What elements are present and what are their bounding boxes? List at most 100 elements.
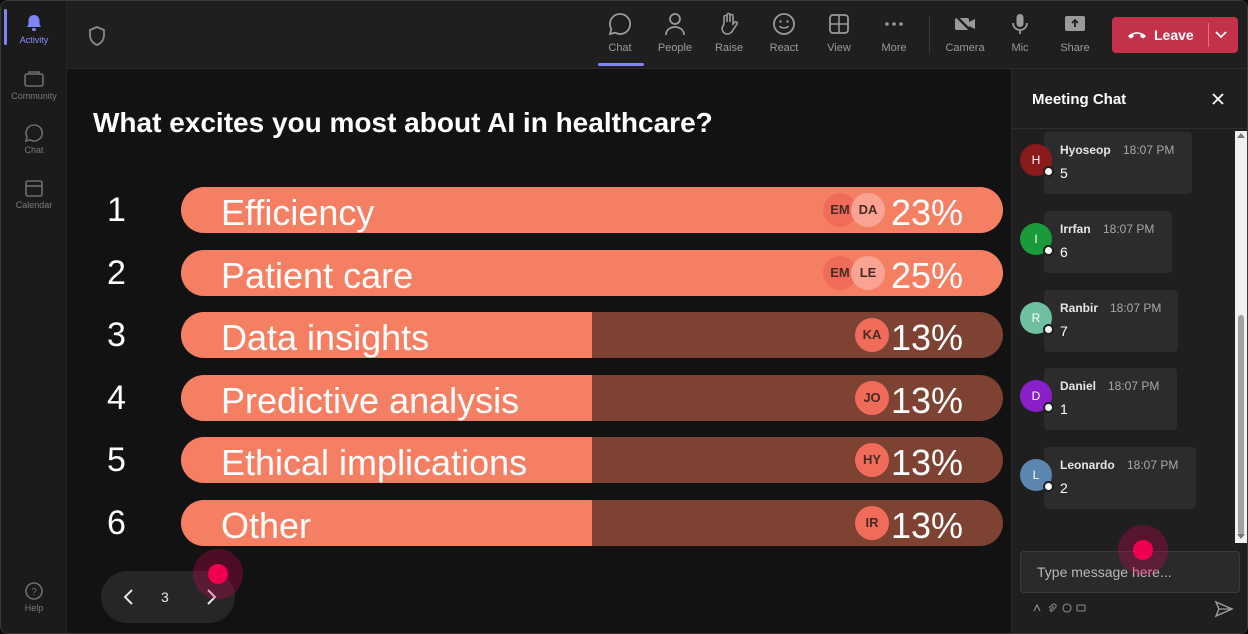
help-icon: ? <box>25 582 43 600</box>
leave-separator <box>1208 23 1209 47</box>
option-bar-fill <box>181 500 592 546</box>
chat-icon <box>608 13 632 36</box>
scroll-thumb[interactable] <box>1238 315 1244 535</box>
toolbar-divider <box>929 17 930 53</box>
chat-message[interactable]: Hyoseop 18:07 PM 5 H <box>1020 132 1220 196</box>
share-button[interactable]: Share <box>1050 11 1100 63</box>
message-input[interactable] <box>1020 551 1240 593</box>
format-icon[interactable] <box>1032 603 1042 613</box>
message-text: 2 <box>1060 480 1068 496</box>
poll-stage: What excites you most about AI in health… <box>67 69 1011 633</box>
raise-hand-icon <box>721 12 738 35</box>
option-bar-fill <box>181 437 592 483</box>
option-percent: 13% <box>890 505 963 546</box>
shield-icon[interactable] <box>87 25 107 47</box>
presence-indicator <box>1043 481 1054 492</box>
more-button[interactable]: More <box>869 11 919 63</box>
people-icon <box>665 13 685 36</box>
message-timestamp: 18:07 PM <box>1127 458 1179 472</box>
meeting-chat-panel: Meeting Chat Hyoseop 18:07 PM 5 H Irrfan 18:0… <box>1011 69 1247 633</box>
mic-icon <box>1012 14 1028 34</box>
app-rail: Activity Community Chat Calendar ? Help <box>1 1 67 633</box>
attach-icon[interactable] <box>1047 603 1057 613</box>
poll-option: 6 Other IR 13% <box>67 500 1011 548</box>
mic-button[interactable]: Mic <box>995 11 1045 63</box>
chat-icon <box>24 124 43 143</box>
send-icon[interactable] <box>1214 599 1234 619</box>
presence-indicator <box>1043 402 1054 413</box>
option-number: 2 <box>107 254 126 292</box>
option-label: Data insights <box>221 317 430 358</box>
rail-item-chat[interactable]: Chat <box>1 117 67 165</box>
sender-name: Leonardo <box>1060 458 1115 472</box>
message-text: 5 <box>1060 165 1068 181</box>
view-label: View <box>827 42 851 54</box>
poll-option: 3 Data insights KA 13% <box>67 312 1011 360</box>
option-label: Other <box>221 505 312 546</box>
chat-message[interactable]: Ranbir 18:07 PM 7 R <box>1020 290 1220 354</box>
option-bar: Predictive analysis JO 13% <box>181 375 1003 421</box>
option-number: 4 <box>107 379 126 417</box>
message-bubble: Irrfan 18:07 PM 6 <box>1044 211 1172 273</box>
option-label: Efficiency <box>221 192 375 233</box>
message-timestamp: 18:07 PM <box>1108 379 1160 393</box>
rail-item-calendar[interactable]: Calendar <box>1 172 67 220</box>
pointer-highlight <box>1118 525 1168 575</box>
chat-title: Meeting Chat <box>1032 91 1127 108</box>
page-number: 3 <box>161 589 169 605</box>
option-percent: 13% <box>890 317 963 358</box>
chevron-left-icon[interactable] <box>119 587 139 607</box>
presence-indicator <box>1043 166 1054 177</box>
message-bubble: Hyoseop 18:07 PM 5 <box>1044 132 1192 194</box>
option-percent: 13% <box>890 380 963 421</box>
poll-option: 4 Predictive analysis JO 13% <box>67 375 1011 423</box>
option-bar: Patient care EM LE 25% <box>181 250 1003 296</box>
view-button[interactable]: View <box>814 11 864 63</box>
community-icon <box>24 71 44 87</box>
chat-button[interactable]: Chat <box>595 11 645 63</box>
scroll-down-icon[interactable] <box>1237 534 1245 539</box>
chat-scrollbar[interactable] <box>1235 131 1247 543</box>
emoji-icon[interactable] <box>1062 603 1072 613</box>
camera-off-icon <box>954 14 975 35</box>
option-bar: Data insights KA 13% <box>181 312 1003 358</box>
calendar-icon <box>25 180 43 197</box>
react-button[interactable]: React <box>759 11 809 63</box>
chat-message[interactable]: Irrfan 18:07 PM 6 I <box>1020 211 1220 275</box>
rail-item-activity[interactable]: Activity <box>1 7 67 55</box>
raise-hand-button[interactable]: Raise <box>704 11 754 63</box>
rail-item-label: Help <box>24 603 44 613</box>
voter-avatar: HY <box>855 443 889 477</box>
poll-option: 1 Efficiency EM DA 23% <box>67 187 1011 235</box>
leave-button[interactable]: Leave <box>1112 17 1238 53</box>
chat-message[interactable]: Daniel 18:07 PM 1 D <box>1020 368 1220 432</box>
chat-message[interactable]: Leonardo 18:07 PM 2 L <box>1020 447 1220 511</box>
scroll-up-icon[interactable] <box>1237 133 1245 138</box>
voter-avatar: IR <box>855 506 889 540</box>
close-icon[interactable] <box>1210 91 1226 107</box>
pointer-highlight <box>193 549 243 599</box>
sender-name: Daniel <box>1060 379 1097 393</box>
rail-item-help[interactable]: ? Help <box>1 575 67 623</box>
camera-button[interactable]: Camera <box>940 11 990 63</box>
chat-header: Meeting Chat <box>1012 69 1247 129</box>
poll-option: 5 Ethical implications HY 13% <box>67 437 1011 485</box>
rail-item-label: Calendar <box>15 200 53 210</box>
people-label: People <box>657 42 693 54</box>
gif-icon[interactable] <box>1076 603 1086 613</box>
more-icon <box>885 22 903 26</box>
rail-item-community[interactable]: Community <box>1 63 67 111</box>
presence-indicator <box>1043 245 1054 256</box>
option-number: 6 <box>107 504 126 542</box>
option-label: Patient care <box>221 255 414 296</box>
people-button[interactable]: People <box>650 11 700 63</box>
poll-question: What excites you most about AI in health… <box>93 107 713 138</box>
option-bar-fill <box>181 375 592 421</box>
message-bubble: Daniel 18:07 PM 1 <box>1044 368 1177 430</box>
chevron-right-icon[interactable] <box>201 587 221 607</box>
share-screen-icon <box>1065 16 1085 31</box>
rail-active-indicator <box>4 9 7 45</box>
rail-item-label: Chat <box>24 145 44 155</box>
chevron-down-icon[interactable] <box>1214 29 1228 41</box>
